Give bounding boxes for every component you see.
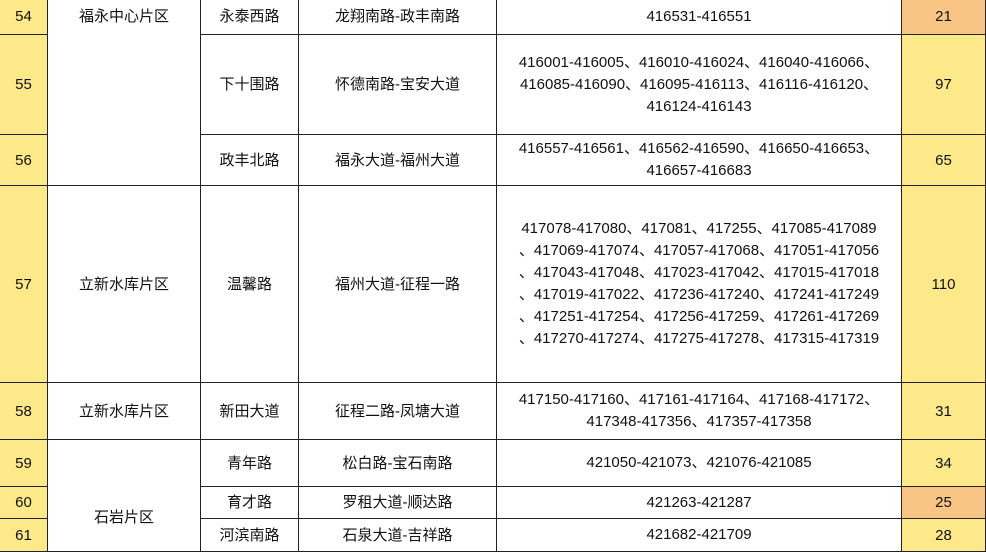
count-cell: 97 xyxy=(902,35,986,135)
district-cell: 石岩片区 xyxy=(48,440,201,552)
count-cell: 31 xyxy=(902,383,986,440)
postal-codes-cell: 421263-421287 xyxy=(497,487,902,519)
row-number: 61 xyxy=(0,519,48,552)
postal-codes-cell: 417078-417080、417081、417255、417085-41708… xyxy=(497,186,902,383)
row-number: 54 xyxy=(0,0,48,35)
street-cell: 新田大道 xyxy=(201,383,299,440)
street-cell: 政丰北路 xyxy=(201,135,299,186)
postal-codes-cell: 416001-416005、416010-416024、416040-41606… xyxy=(497,35,902,135)
count-cell: 28 xyxy=(902,519,986,552)
district-cell: 立新水库片区 xyxy=(48,186,201,383)
count-cell: 25 xyxy=(902,487,986,519)
row-number: 55 xyxy=(0,35,48,135)
street-cell: 青年路 xyxy=(201,440,299,487)
row-number: 56 xyxy=(0,135,48,186)
section-cell: 征程二路-凤塘大道 xyxy=(299,383,497,440)
section-cell: 罗租大道-顺达路 xyxy=(299,487,497,519)
section-cell: 松白路-宝石南路 xyxy=(299,440,497,487)
row-number: 57 xyxy=(0,186,48,383)
section-cell: 怀德南路-宝安大道 xyxy=(299,35,497,135)
count-cell: 110 xyxy=(902,186,986,383)
street-cell: 育才路 xyxy=(201,487,299,519)
district-cell: 福永中心片区 xyxy=(48,0,201,186)
row-number: 59 xyxy=(0,440,48,487)
row-number: 58 xyxy=(0,383,48,440)
section-cell: 石泉大道-吉祥路 xyxy=(299,519,497,552)
count-cell: 34 xyxy=(902,440,986,487)
count-cell: 65 xyxy=(902,135,986,186)
postal-codes-cell: 417150-417160、417161-417164、417168-41717… xyxy=(497,383,902,440)
section-cell: 福永大道-福州大道 xyxy=(299,135,497,186)
count-cell: 21 xyxy=(902,0,986,35)
district-cell: 立新水库片区 xyxy=(48,383,201,440)
street-cell: 下十围路 xyxy=(201,35,299,135)
street-cell: 永泰西路 xyxy=(201,0,299,35)
street-cell: 河滨南路 xyxy=(201,519,299,552)
postal-codes-cell: 421682-421709 xyxy=(497,519,902,552)
postal-codes-cell: 421050-421073、421076-421085 xyxy=(497,440,902,487)
section-cell: 福州大道-征程一路 xyxy=(299,186,497,383)
postal-codes-cell: 416531-416551 xyxy=(497,0,902,35)
row-number: 60 xyxy=(0,487,48,519)
section-cell: 龙翔南路-政丰南路 xyxy=(299,0,497,35)
street-cell: 温馨路 xyxy=(201,186,299,383)
postal-codes-cell: 416557-416561、416562-416590、416650-41665… xyxy=(497,135,902,186)
